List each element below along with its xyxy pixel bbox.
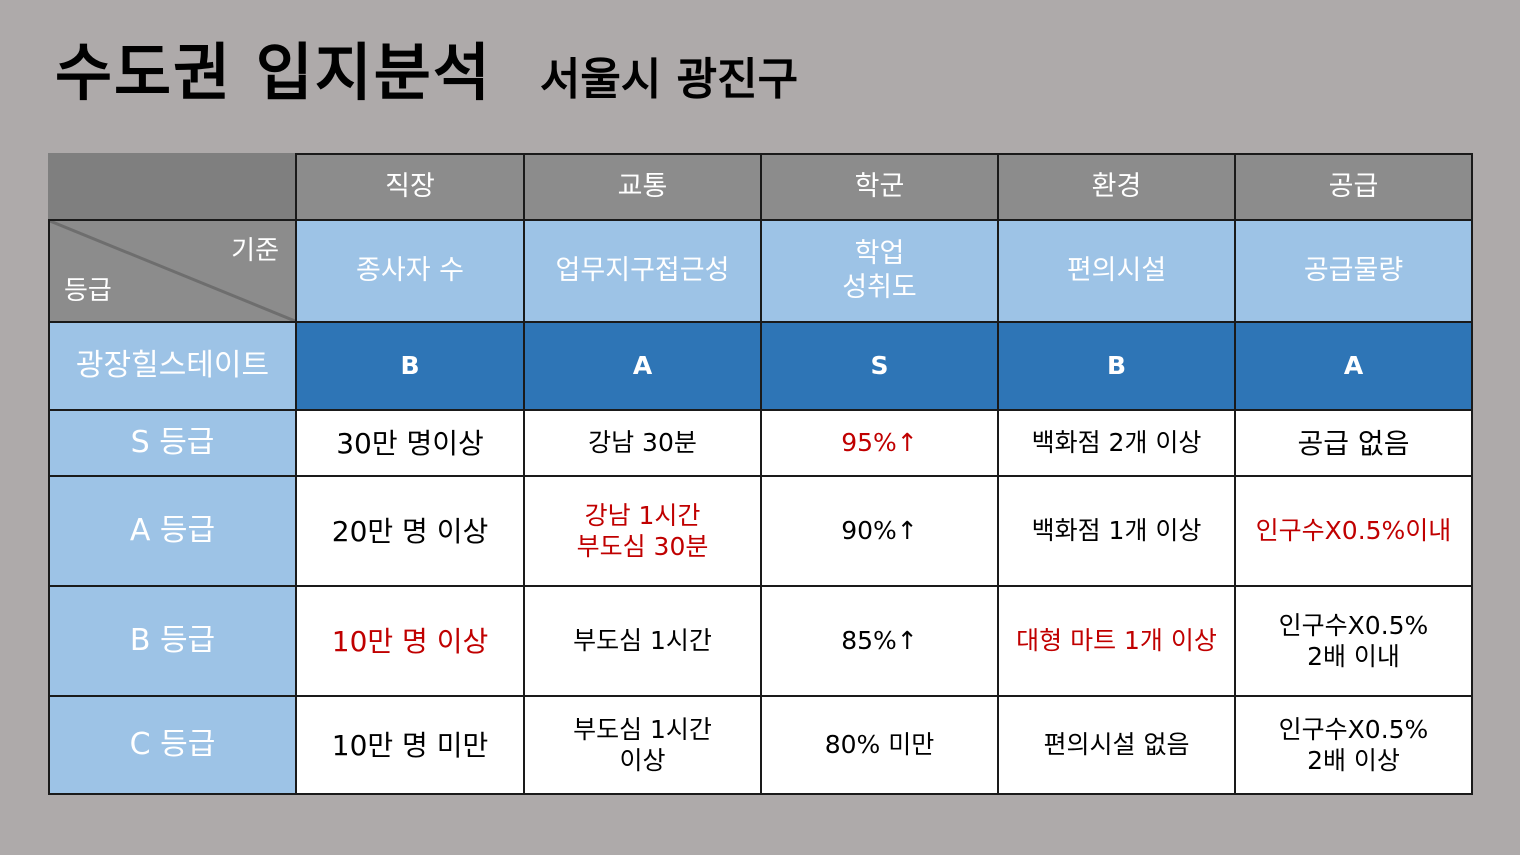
- grade-cell: 인구수X0.5% 2배 이내: [1234, 585, 1473, 697]
- cell-line: 편의시설 없음: [1043, 730, 1190, 760]
- grade-cell: 90%↑: [760, 475, 999, 587]
- category-header-row: 직장 교통 학군 환경 공급: [48, 153, 1473, 221]
- cell-line: 백화점 2개 이상: [1031, 428, 1202, 458]
- grade-cell: 편의시설 없음: [997, 695, 1236, 795]
- apartment-rating-row: 광장힐스테이트 B A S B A: [48, 321, 1473, 411]
- rating-cell: S: [760, 321, 999, 411]
- analysis-table: 직장 교통 학군 환경 공급 기준 등급 종사자 수 업무지구접근성 학업 성취도…: [48, 153, 1473, 795]
- grade-cell: 대형 마트 1개 이상: [997, 585, 1236, 697]
- cell-line: 부도심 30분: [576, 532, 709, 561]
- cell-line: 인구수X0.5%: [1278, 610, 1429, 640]
- rating-cell: A: [523, 321, 762, 411]
- cell-line: 20만 명 이상: [331, 514, 489, 548]
- cell-line: 인구수X0.5%이내: [1255, 516, 1452, 546]
- cell-line: 80% 미만: [824, 730, 935, 760]
- cell-line: 인구수X0.5%: [1278, 714, 1429, 744]
- rating-cell: B: [295, 321, 525, 411]
- grade-cell: 공급 없음: [1234, 409, 1473, 477]
- grade-row-a: A 등급 20만 명 이상 강남 1시간 부도심 30분 90%↑ 백화점 1개 …: [48, 475, 1473, 587]
- cell-line: 85%↑: [841, 626, 918, 656]
- criteria-cell: 업무지구접근성: [523, 219, 762, 323]
- page-title-block: 수도권 입지분석 서울시 광진구: [55, 22, 798, 112]
- cell-line: 2배 이내: [1307, 642, 1400, 671]
- apartment-name: 광장힐스테이트: [48, 321, 297, 411]
- page-subtitle: 서울시 광진구: [539, 54, 799, 105]
- cell-line: 10만 명 미만: [331, 728, 489, 762]
- category-header: 직장: [295, 153, 525, 221]
- criteria-line: 업무지구접근성: [555, 255, 730, 287]
- cell-line: 부도심 1시간: [573, 626, 712, 656]
- grade-label: C 등급: [48, 695, 297, 795]
- grade-row-b: B 등급 10만 명 이상 부도심 1시간 85%↑ 대형 마트 1개 이상 인…: [48, 585, 1473, 697]
- rating-cell: A: [1234, 321, 1473, 411]
- grade-cell: 80% 미만: [760, 695, 999, 795]
- category-header: 환경: [997, 153, 1236, 221]
- grade-cell: 인구수X0.5% 2배 이상: [1234, 695, 1473, 795]
- grade-cell: 강남 1시간 부도심 30분: [523, 475, 762, 587]
- cell-line: 공급 없음: [1297, 426, 1410, 460]
- cell-line: 부도심 1시간: [573, 714, 712, 744]
- category-header: 학군: [760, 153, 999, 221]
- grade-cell: 인구수X0.5%이내: [1234, 475, 1473, 587]
- criteria-row: 기준 등급 종사자 수 업무지구접근성 학업 성취도 편의시설 공급물량: [48, 219, 1473, 323]
- category-header: 공급: [1234, 153, 1473, 221]
- grade-cell: 강남 30분: [523, 409, 762, 477]
- grade-cell: 10만 명 미만: [295, 695, 525, 795]
- corner-grade-label: 등급: [64, 275, 112, 306]
- corner-top-cell: [48, 153, 297, 221]
- criteria-line: 종사자 수: [356, 255, 464, 287]
- criteria-cell: 공급물량: [1234, 219, 1473, 323]
- grade-cell: 85%↑: [760, 585, 999, 697]
- cell-line: 이상: [619, 746, 666, 775]
- diagonal-divider: [50, 221, 295, 321]
- criteria-line: 성취도: [842, 272, 917, 303]
- criteria-line: 편의시설: [1066, 255, 1167, 287]
- cell-line: 2배 이상: [1307, 746, 1400, 775]
- grade-cell: 부도심 1시간: [523, 585, 762, 697]
- criteria-cell: 학업 성취도: [760, 219, 999, 323]
- grade-cell: 백화점 2개 이상: [997, 409, 1236, 477]
- criteria-line: 학업: [854, 238, 905, 270]
- grade-cell: 10만 명 이상: [295, 585, 525, 697]
- cell-line: 강남 30분: [588, 428, 697, 458]
- grade-label: S 등급: [48, 409, 297, 477]
- page-title: 수도권 입지분석: [55, 36, 492, 109]
- criteria-cell: 종사자 수: [295, 219, 525, 323]
- criteria-cell: 편의시설: [997, 219, 1236, 323]
- grade-row-c: C 등급 10만 명 미만 부도심 1시간 이상 80% 미만 편의시설 없음 인…: [48, 695, 1473, 795]
- category-header: 교통: [523, 153, 762, 221]
- grade-cell: 부도심 1시간 이상: [523, 695, 762, 795]
- corner-criteria-label: 기준: [231, 236, 279, 266]
- cell-line: 90%↑: [841, 516, 918, 546]
- criteria-line: 공급물량: [1303, 255, 1404, 287]
- cell-line: 백화점 1개 이상: [1031, 516, 1202, 546]
- corner-diagonal-cell: 기준 등급: [48, 219, 297, 323]
- grade-cell: 백화점 1개 이상: [997, 475, 1236, 587]
- grade-row-s: S 등급 30만 명이상 강남 30분 95%↑ 백화점 2개 이상 공급 없음: [48, 409, 1473, 477]
- cell-line: 대형 마트 1개 이상: [1016, 626, 1217, 656]
- grade-cell: 30만 명이상: [295, 409, 525, 477]
- cell-line: 10만 명 이상: [331, 624, 489, 658]
- grade-label: A 등급: [48, 475, 297, 587]
- cell-line: 95%↑: [841, 428, 918, 458]
- grade-cell: 20만 명 이상: [295, 475, 525, 587]
- cell-line: 30만 명이상: [336, 426, 484, 460]
- grade-cell: 95%↑: [760, 409, 999, 477]
- grade-label: B 등급: [48, 585, 297, 697]
- cell-line: 강남 1시간: [584, 500, 701, 530]
- rating-cell: B: [997, 321, 1236, 411]
